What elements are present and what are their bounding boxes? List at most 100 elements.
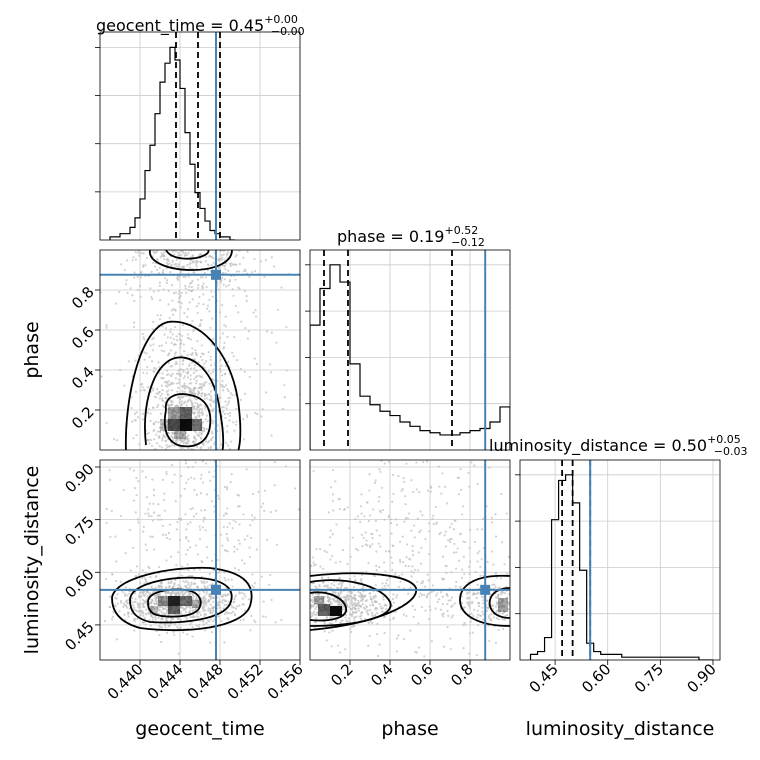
sample-point: [151, 389, 155, 392]
sample-point: [187, 434, 190, 437]
sample-point: [402, 476, 405, 480]
sample-point: [186, 548, 189, 552]
sample-point: [161, 230, 163, 232]
sample-point: [203, 393, 206, 396]
sample-point: [259, 260, 263, 263]
sample-point: [204, 472, 206, 474]
sample-point: [164, 623, 167, 626]
title-luminosity-distance: luminosity_distance = 0.50+0.05 −0.03: [489, 433, 748, 458]
sample-point: [196, 553, 200, 556]
sample-point: [160, 242, 162, 244]
sample-point: [253, 619, 256, 622]
sample-point: [152, 336, 155, 340]
sample-point: [208, 470, 211, 474]
sample-point: [251, 573, 254, 576]
sample-point: [301, 608, 303, 610]
y-tick-label: 0.4: [68, 363, 98, 393]
sample-point: [179, 446, 182, 449]
sample-point: [501, 591, 505, 594]
sample-point: [187, 370, 190, 373]
sample-point: [421, 580, 424, 583]
sample-point: [211, 409, 215, 413]
sample-point: [419, 592, 422, 595]
sample-point: [223, 341, 226, 344]
x-tick-label: 0.90: [683, 660, 719, 696]
sample-point: [170, 443, 174, 447]
sample-point: [155, 596, 158, 599]
y-ticks-phase: 0.20.40.60.8: [68, 283, 100, 433]
sample-point: [237, 286, 240, 289]
sample-point: [128, 528, 132, 532]
sample-point: [239, 619, 242, 622]
sample-point: [203, 452, 205, 454]
sample-point: [401, 488, 404, 491]
sample-point: [209, 618, 212, 621]
sample-point: [219, 358, 222, 362]
sample-point: [186, 450, 188, 452]
sample-point: [169, 328, 172, 331]
sample-point: [157, 518, 160, 521]
sample-point: [196, 311, 199, 315]
sample-point: [218, 336, 222, 339]
sample-point: [155, 452, 157, 454]
sample-point: [173, 253, 176, 256]
sample-point: [180, 291, 183, 295]
sample-point: [307, 601, 309, 603]
sample-point: [172, 313, 175, 316]
sample-point: [364, 594, 367, 597]
sample-point: [210, 264, 213, 267]
sample-point: [454, 585, 457, 588]
sample-point: [184, 462, 188, 465]
sample-point: [224, 594, 228, 597]
sample-point: [481, 610, 484, 613]
sample-point: [146, 438, 149, 442]
sample-point: [413, 536, 416, 539]
sample-point: [297, 618, 299, 620]
sample-point: [485, 599, 488, 602]
sample-point: [357, 599, 360, 603]
sample-point: [197, 625, 201, 629]
sample-point: [300, 593, 302, 595]
sample-point: [115, 462, 117, 464]
contour-line: [149, 250, 233, 271]
sample-point: [246, 534, 249, 538]
sample-point: [197, 302, 200, 305]
sample-point: [203, 614, 206, 618]
sample-point: [175, 496, 177, 498]
sample-point: [233, 335, 236, 339]
sample-point: [467, 603, 470, 606]
sample-point: [318, 593, 321, 596]
sample-point: [160, 480, 162, 482]
sample-point: [449, 599, 452, 602]
sample-point: [195, 615, 198, 618]
sample-point: [227, 472, 229, 474]
panel-distance-hist: 0.45 0.60 0.75 0.90 luminosity_distance = 0…: [489, 433, 748, 696]
sample-point: [192, 615, 195, 618]
sample-point: [160, 349, 163, 352]
sample-point: [177, 438, 180, 441]
sample-point: [351, 610, 354, 614]
sample-point: [379, 545, 382, 548]
sample-point: [200, 411, 203, 414]
sample-point: [293, 605, 295, 607]
sample-point: [189, 210, 191, 212]
sample-point: [186, 333, 189, 336]
sample-point: [208, 298, 211, 302]
grid-phase-hist: [310, 250, 510, 450]
sample-point: [315, 592, 318, 595]
sample-point: [208, 538, 210, 540]
sample-point: [196, 454, 198, 456]
sample-point: [428, 530, 431, 533]
sample-point: [178, 415, 181, 418]
sample-point: [223, 576, 226, 579]
sample-point: [156, 514, 160, 517]
sample-point: [234, 247, 236, 249]
sample-point: [173, 416, 177, 419]
sample-point: [174, 363, 177, 366]
sample-point: [195, 454, 197, 456]
sample-point: [358, 609, 361, 612]
sample-point: [366, 501, 369, 504]
sample-point: [227, 400, 231, 403]
sample-point: [185, 404, 188, 407]
sample-point: [362, 606, 366, 609]
